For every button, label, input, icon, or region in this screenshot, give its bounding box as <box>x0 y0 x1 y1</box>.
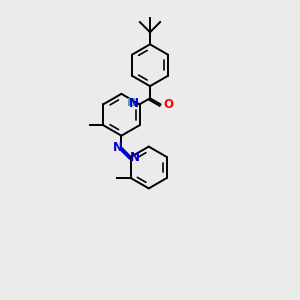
Text: H: H <box>127 98 136 108</box>
Text: O: O <box>163 98 173 111</box>
Text: N: N <box>129 97 139 110</box>
Text: N: N <box>129 151 140 164</box>
Text: N: N <box>113 141 123 154</box>
